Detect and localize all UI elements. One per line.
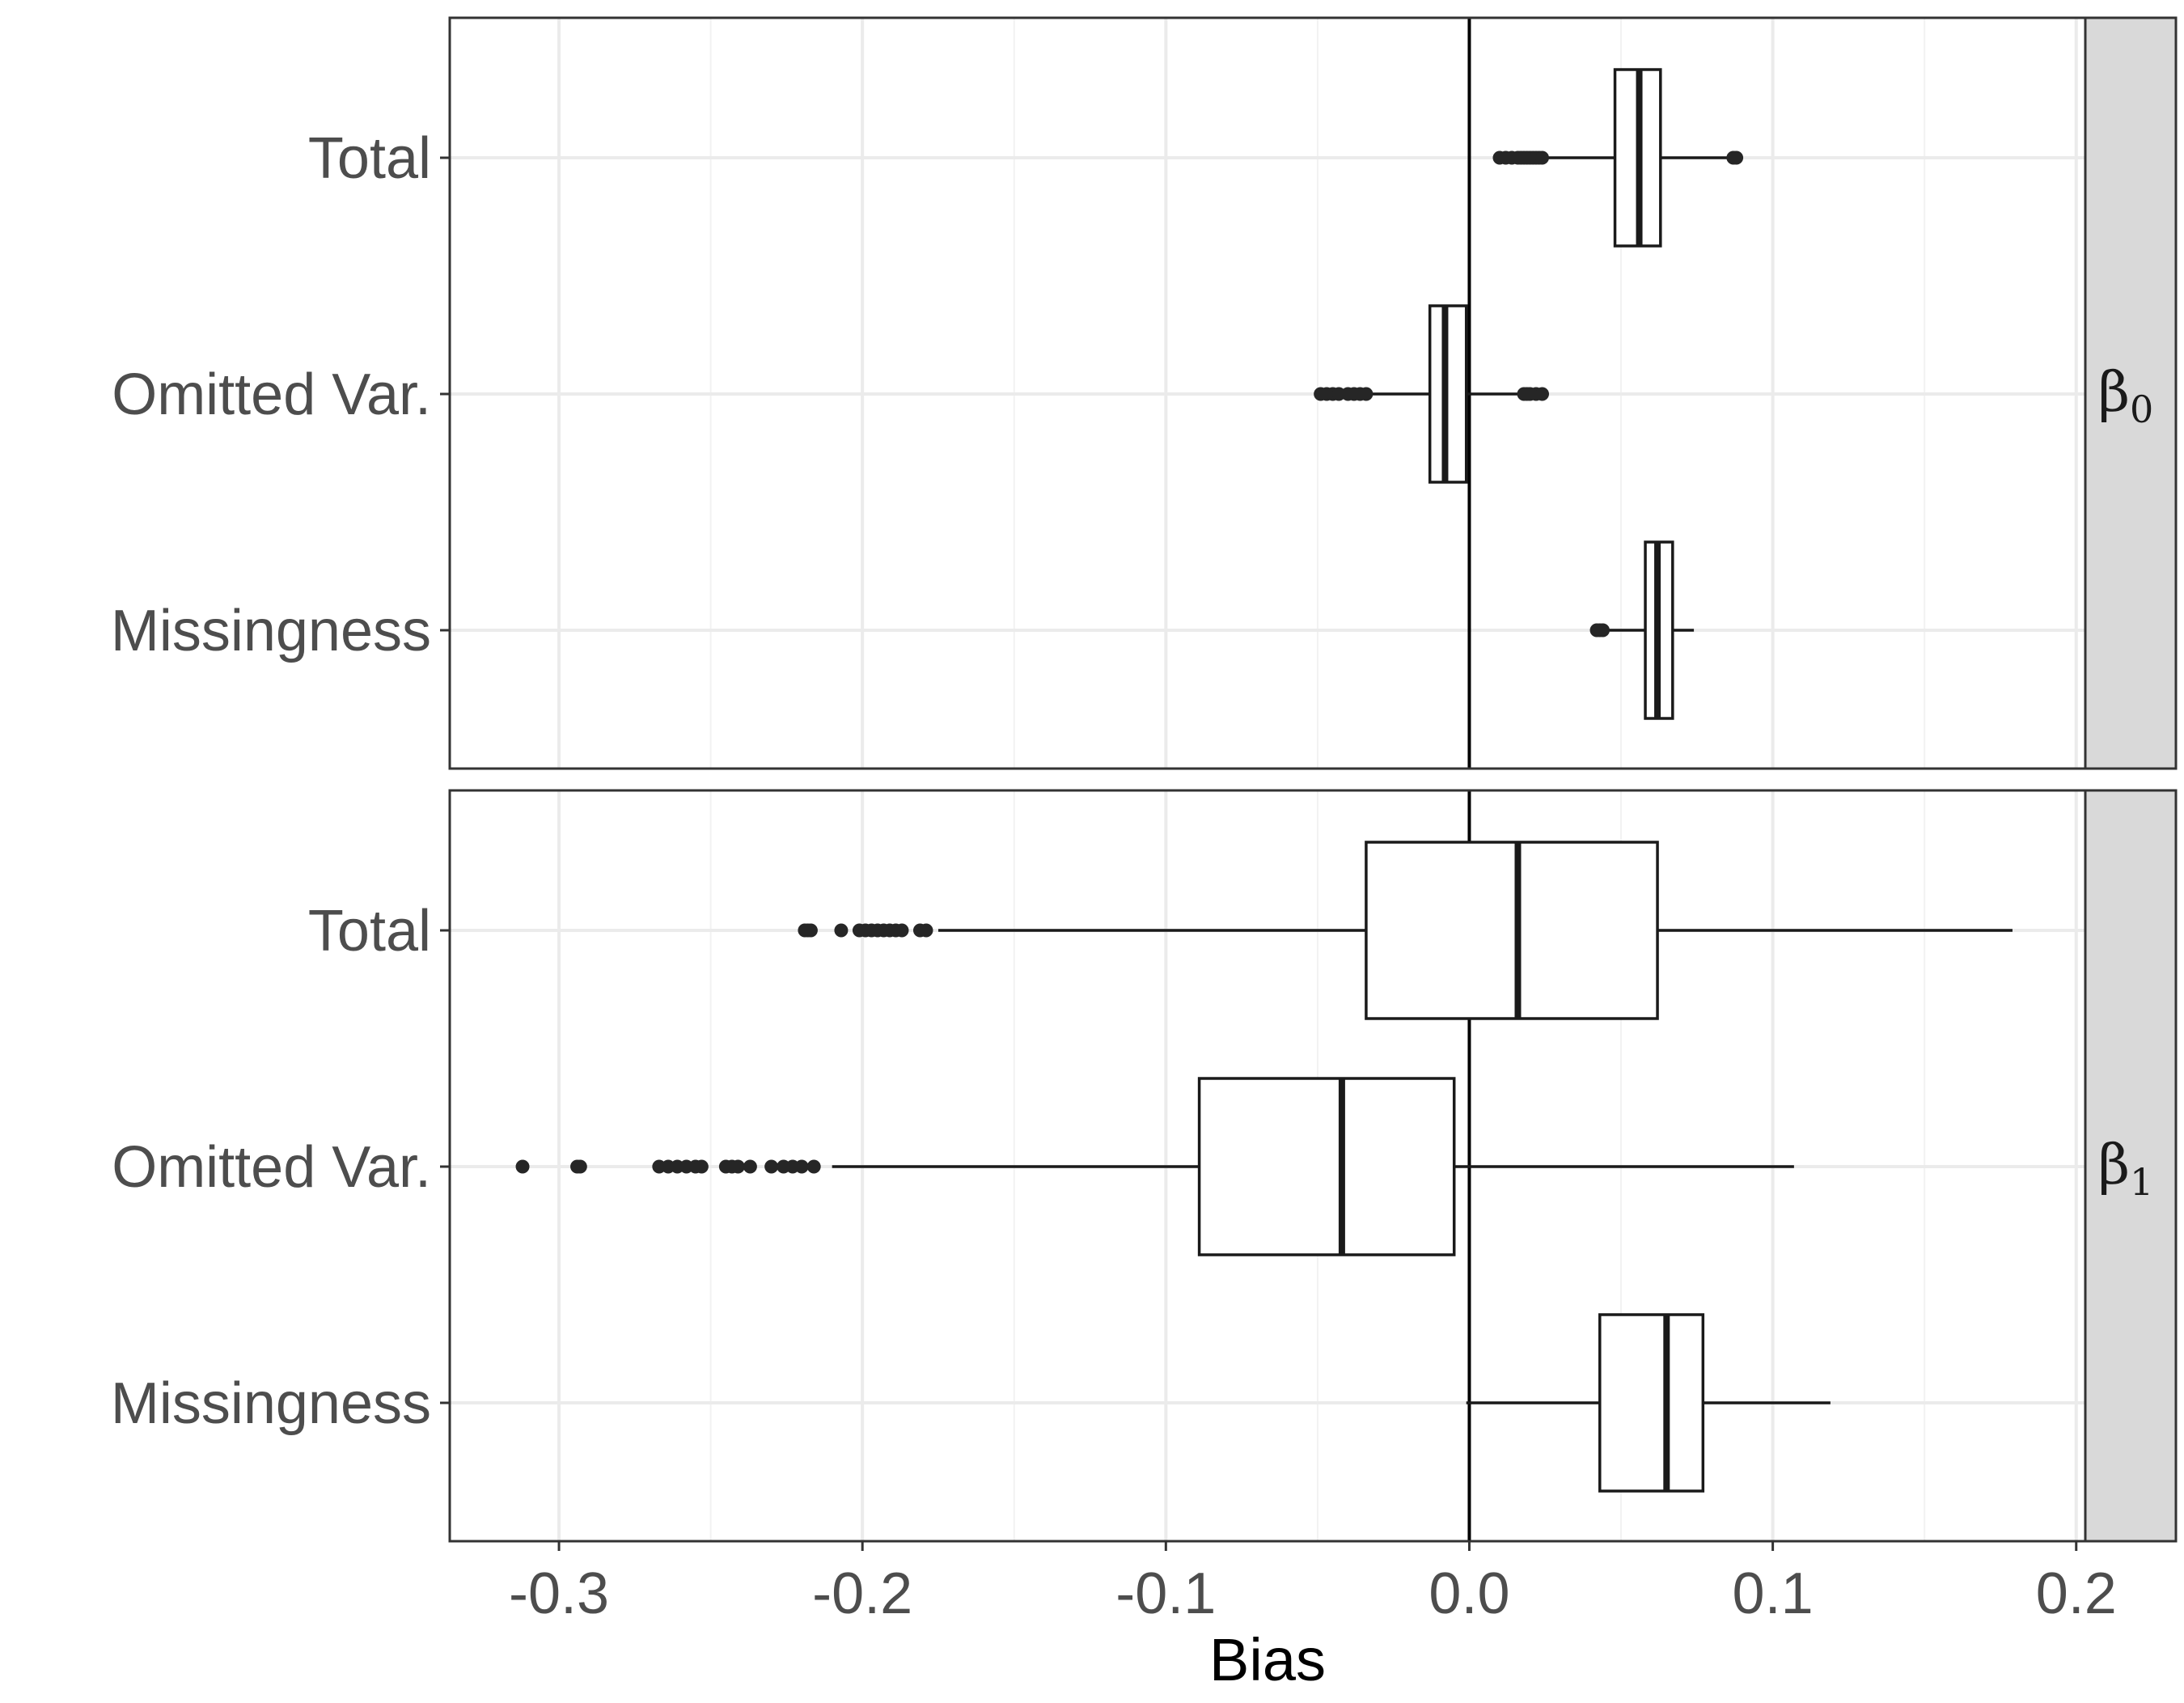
outlier-point (1535, 150, 1550, 165)
x-axis-title: Bias (1209, 1626, 1326, 1693)
x-tick-label: -0.1 (1115, 1561, 1216, 1626)
category-label: Missingness (111, 599, 431, 663)
facet-strip-label: β0 (2098, 361, 2154, 431)
outlier-point (730, 1159, 745, 1174)
iqr-box (1197, 1077, 1456, 1256)
x-tick-label: -0.2 (812, 1561, 912, 1626)
outlier-point (794, 1159, 809, 1174)
category-label: Missingness (111, 1371, 431, 1436)
outlier-point (1596, 623, 1610, 638)
box-total (798, 841, 2013, 1020)
outlier-point (1535, 387, 1550, 401)
facet-strip (2084, 789, 2178, 1543)
outlier-point (1359, 387, 1373, 401)
x-tick-label: 0.0 (1428, 1561, 1509, 1626)
outlier-point (803, 923, 818, 938)
panel-0: Total Omitted Var. Missingness β0 (111, 16, 2178, 770)
outlier-point (573, 1159, 587, 1174)
iqr-box (1365, 841, 1659, 1020)
x-tick-label: 0.1 (1733, 1561, 1814, 1626)
category-label: Total (308, 126, 431, 191)
box-missingness (1589, 540, 1695, 720)
x-tick-label: -0.3 (509, 1561, 609, 1626)
outlier-point (515, 1159, 530, 1174)
box-total (1492, 68, 1744, 248)
box-omitted-var- (515, 1077, 1794, 1256)
box-omitted-var- (1314, 304, 1550, 484)
outlier-point (743, 1159, 757, 1174)
outlier-point (694, 1159, 709, 1174)
category-label: Omitted Var. (112, 362, 431, 427)
facet-strip-subscript: 0 (2130, 388, 2153, 431)
outlier-point (764, 1159, 779, 1174)
box-missingness (1466, 1313, 1831, 1493)
outlier-point (1729, 150, 1744, 165)
facet-strip-subscript: 1 (2130, 1160, 2153, 1204)
outlier-point (806, 1159, 821, 1174)
x-tick-label: 0.2 (2036, 1561, 2117, 1626)
outlier-point (895, 923, 909, 938)
outlier-point (834, 923, 849, 938)
category-label: Omitted Var. (112, 1135, 431, 1200)
outlier-point (919, 923, 933, 938)
category-label: Total (308, 899, 431, 964)
facet-strip (2084, 16, 2178, 770)
iqr-box (1598, 1313, 1705, 1493)
